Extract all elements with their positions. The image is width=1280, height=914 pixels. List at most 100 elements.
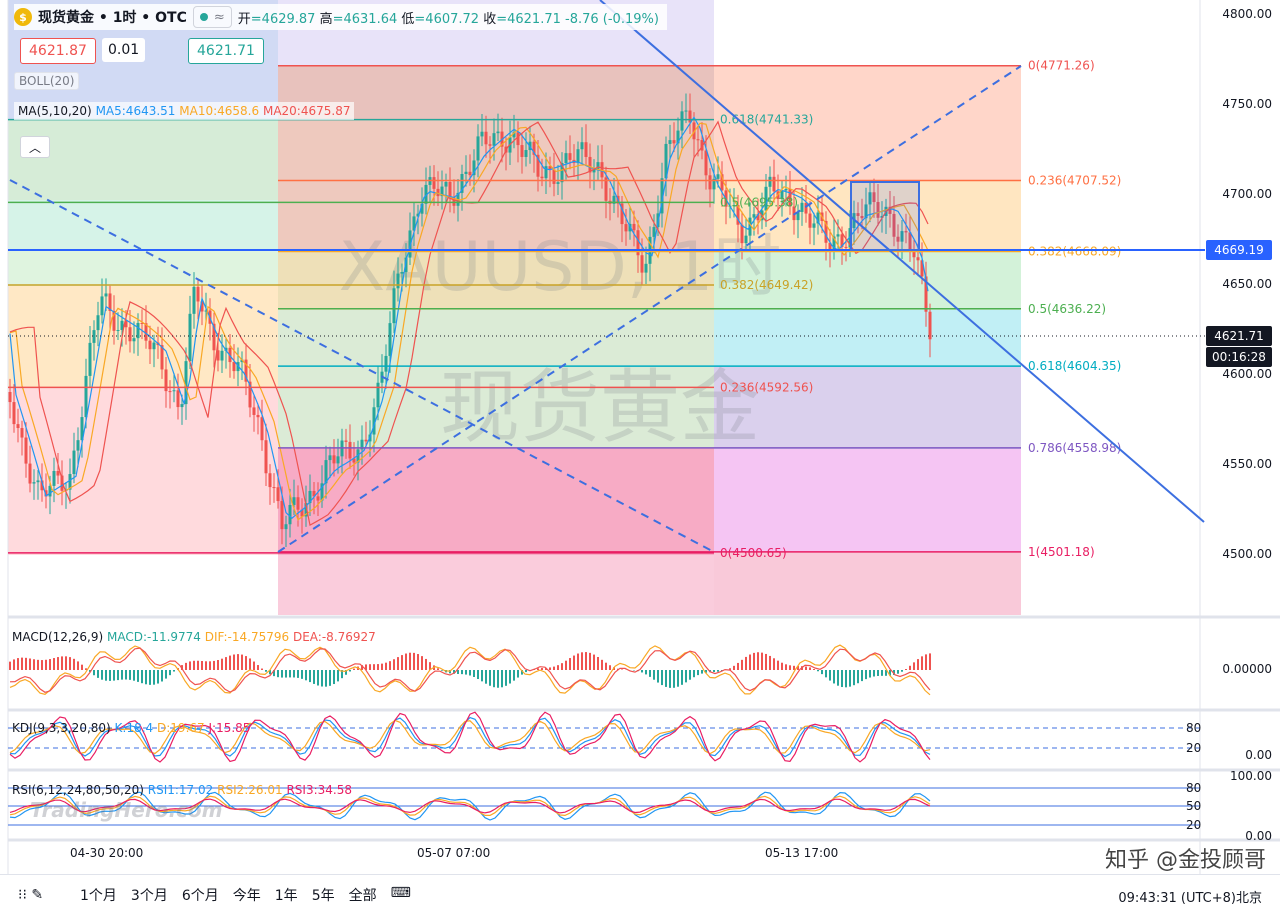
candle-body (804, 202, 808, 214)
candle-body (796, 211, 800, 221)
rsi-label[interactable]: RSI(6,12,24,80,50,20) RSI1:17.02 RSI2:26… (12, 783, 352, 797)
candle-body (24, 437, 28, 464)
candle-body (636, 230, 640, 256)
candle-body (676, 130, 680, 144)
candle-body (816, 212, 820, 224)
range-5y[interactable]: 5年 (311, 888, 335, 904)
candle-body (692, 122, 696, 140)
candle-body (404, 257, 408, 273)
candle-body (440, 186, 444, 197)
candle-body (536, 154, 540, 177)
candle-body (540, 176, 544, 179)
candle-body (200, 301, 204, 312)
candle-body (124, 320, 128, 328)
watermark-name: 现货黄金 (440, 361, 760, 454)
candle-body (900, 231, 904, 242)
candle-body (552, 169, 556, 184)
rsi1-line (9, 791, 931, 821)
candle-body (668, 140, 672, 144)
range-all[interactable]: 全部 (348, 888, 377, 904)
range-6m[interactable]: 6个月 (181, 888, 219, 904)
candle-body (396, 273, 400, 289)
symbol-title[interactable]: 现货黄金 • 1时 • OTC (38, 10, 187, 26)
candle-body (832, 236, 836, 252)
candle-body (184, 361, 188, 405)
candle-body (744, 235, 748, 244)
compare-icon: ≈ (213, 9, 225, 25)
macd-label[interactable]: MACD(12,26,9) MACD:-11.9774 DIF:-14.7579… (12, 630, 376, 644)
candle-body (824, 220, 828, 243)
range-ytd[interactable]: 今年 (232, 888, 261, 904)
ma10-line (9, 122, 929, 521)
candle-body (204, 310, 208, 312)
fib-band-left (8, 388, 278, 555)
fib-band-right (714, 252, 1021, 310)
candle-body (60, 475, 64, 491)
sell-button[interactable]: 4621.87 (20, 38, 96, 64)
time-tick: 05-07 07:00 (417, 846, 491, 860)
chevron-up-icon: ︿ (28, 140, 41, 155)
candle-body (336, 456, 340, 464)
candle-body (256, 414, 260, 418)
candle-body (712, 178, 716, 190)
candle-body (464, 171, 468, 175)
candle-body (324, 460, 328, 484)
candle-body (584, 142, 588, 157)
rsi-level-label: 50 (1186, 799, 1201, 813)
candle-body (112, 310, 116, 331)
rsi-axis-top: 100.00 (1230, 769, 1272, 783)
candle-body (480, 131, 484, 137)
candle-body (304, 503, 308, 517)
candle-body (780, 190, 784, 199)
candle-body (812, 223, 816, 228)
candle-body (524, 150, 528, 157)
candle-body (252, 407, 256, 415)
ma-indicator-label[interactable]: MA(5,10,20) MA5:4643.51 MA10:4658.6 MA20… (14, 102, 355, 120)
candle-body (28, 463, 32, 484)
range-1y[interactable]: 1年 (274, 888, 298, 904)
candle-body (232, 362, 236, 372)
collapse-indicators-button[interactable]: ︿ (20, 136, 50, 158)
fib-band-left (8, 200, 278, 250)
descending-trendline (599, 0, 1205, 523)
candle-body (588, 156, 592, 173)
kdj-label[interactable]: KDJ(9,3,3,20,80) K:18.4 D:19.67 J:15.85 (12, 721, 251, 735)
buy-button[interactable]: 4621.71 (188, 38, 264, 64)
candle-body (328, 455, 332, 461)
fib-band-mid (278, 555, 714, 615)
symbol-header[interactable]: $ 现货黄金 • 1时 • OTC ≈ 开=4629.87 高=4631.64 … (14, 4, 667, 30)
candle-body (332, 455, 336, 464)
ohlc-values: 开=4629.87 高=4631.64 低=4607.72 收=4621.71 … (237, 11, 659, 27)
date-range-icon[interactable]: ⌨ (390, 885, 411, 901)
candle-body (68, 474, 72, 490)
market-status-pill[interactable]: ≈ (192, 6, 232, 28)
candle-body (612, 195, 616, 204)
fib-label-left: 0(4500.65) (720, 546, 787, 560)
clock[interactable]: 09:43:31 (UTC+8)北京 (1118, 891, 1262, 906)
drawing-tool-icon[interactable]: ⁝⁝ ✎ (18, 887, 44, 903)
candle-body (128, 327, 132, 342)
range-selector: 1个月 3个月 6个月 今年 1年 5年 全部 ⌨ (80, 885, 411, 905)
last-price-tag: 4621.71 (1206, 326, 1272, 346)
candle-body (708, 175, 712, 190)
candle-body (276, 487, 280, 502)
candle-body (800, 202, 804, 212)
candle-body (564, 153, 568, 163)
candle-body (904, 231, 908, 233)
candle-body (628, 223, 632, 232)
candle-body (912, 249, 916, 258)
rsi-axis-bottom: 0.00 (1245, 829, 1272, 843)
price-tick: 4800.00 (1222, 7, 1272, 21)
range-3m[interactable]: 3个月 (130, 888, 168, 904)
candle-body (596, 162, 600, 169)
range-1m[interactable]: 1个月 (80, 888, 117, 904)
candle-body (48, 485, 52, 497)
candle-body (492, 133, 496, 146)
boll-indicator-label[interactable]: BOLL(20) (14, 72, 80, 90)
candle-body (240, 359, 244, 363)
candle-body (348, 441, 352, 459)
candle-body (840, 234, 844, 247)
candle-body (924, 276, 928, 312)
candle-body (180, 404, 184, 408)
